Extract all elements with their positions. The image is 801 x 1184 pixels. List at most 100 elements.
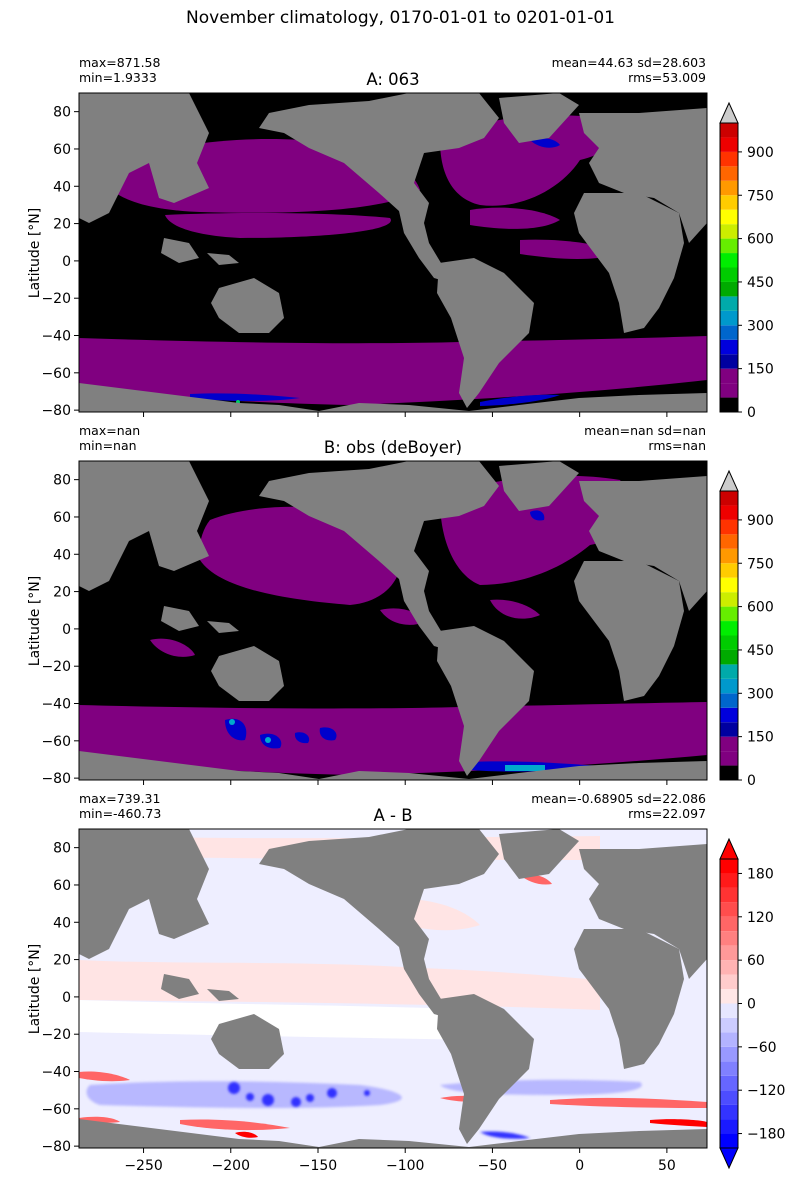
- colorbar-tick-label: 300: [747, 318, 774, 334]
- colorbar-segment: [720, 621, 738, 636]
- colorbar-segment: [720, 491, 738, 506]
- panel-b-stats-left: max=nan min=nan: [79, 423, 140, 453]
- land-mass: [79, 383, 707, 412]
- colorbar-tick-label: 300: [747, 686, 774, 702]
- land-mass: [161, 974, 199, 999]
- colorbar-segment: [720, 383, 738, 398]
- colorbar-tick-label: 900: [747, 145, 774, 161]
- x-tick-label: −250: [124, 1158, 162, 1174]
- y-tick-label: −40: [41, 329, 71, 345]
- colorbar-tick-label: 750: [747, 556, 774, 572]
- colorbar-tick-label: 60: [747, 953, 765, 969]
- y-tick-label: 40: [53, 179, 71, 195]
- colorbar-segment: [720, 1133, 738, 1148]
- panel-a-title: A: 063: [366, 70, 420, 89]
- y-tick-label: 60: [53, 878, 71, 894]
- colorbar-frame: [719, 858, 739, 1149]
- colorbar-segment: [720, 751, 738, 766]
- y-tick-label: 80: [53, 473, 71, 489]
- panel-b-min: min=nan: [79, 438, 137, 453]
- colorbar-segment: [720, 354, 738, 369]
- land-mass: [79, 496, 149, 591]
- colorbar-segment: [720, 195, 738, 210]
- colorbar-segment: [720, 281, 738, 297]
- land-mass: [207, 621, 239, 633]
- y-tick-label: 20: [53, 217, 71, 233]
- colorbar-segment: [720, 873, 738, 888]
- colorbar-extend-max: [719, 469, 739, 492]
- y-tick-label: −80: [41, 1139, 71, 1155]
- colorbar-segment: [720, 548, 738, 564]
- land-mass: [579, 844, 707, 979]
- colorbar-segment: [720, 1003, 738, 1018]
- colorbar-segment: [720, 310, 738, 326]
- colorbar-segment: [720, 296, 738, 311]
- x-tick-label: −200: [212, 1158, 250, 1174]
- panel-c-rms: rms=22.097: [628, 806, 706, 821]
- colorbar-segment: [720, 577, 738, 593]
- colorbar-segment: [720, 267, 738, 282]
- colorbar-segment: [720, 887, 738, 903]
- colorbar-tick-label: 180: [747, 866, 774, 882]
- colorbar-segment: [720, 137, 738, 152]
- land-mass: [437, 994, 534, 1144]
- land-mass: [499, 93, 579, 143]
- colorbar-segment: [720, 664, 738, 679]
- panel-b-max: max=nan: [79, 423, 141, 438]
- colorbar-segment: [720, 859, 738, 874]
- y-tick-label: −40: [41, 697, 71, 713]
- colorbar-segment: [720, 166, 738, 181]
- y-tick-label: −20: [41, 659, 71, 675]
- colorbar-tick-label: 450: [747, 275, 774, 291]
- colorbar-segment: [720, 253, 738, 268]
- y-tick-label: 0: [62, 990, 71, 1006]
- panel-b-land: [79, 461, 707, 780]
- y-tick-label: 60: [53, 510, 71, 526]
- land-mass: [79, 128, 149, 223]
- land-mass: [211, 646, 284, 701]
- colorbar-segment: [720, 1032, 738, 1047]
- y-tick-label: 80: [53, 841, 71, 857]
- colorbar-segment: [720, 224, 738, 239]
- colorbar-segment: [720, 960, 738, 975]
- colorbar-segment: [720, 902, 738, 917]
- x-tick-label: 50: [658, 1158, 676, 1174]
- colorbar-segment: [720, 325, 738, 340]
- colorbar-tick-label: −60: [747, 1040, 777, 1056]
- colorbar-segment: [720, 1104, 738, 1120]
- figure-title: November climatology, 0170-01-01 to 0201…: [186, 8, 615, 28]
- y-tick-label: 0: [62, 254, 71, 270]
- colorbar-segment: [720, 931, 738, 946]
- colorbar-segment: [720, 693, 738, 708]
- colorbar-segment: [720, 1119, 738, 1134]
- colorbar-extend-max: [719, 101, 739, 124]
- colorbar-tick-label: −180: [747, 1127, 785, 1143]
- colorbar-tick-label: 600: [747, 600, 774, 616]
- colorbar-tick-label: 750: [747, 188, 774, 204]
- y-tick-label: −60: [41, 734, 71, 750]
- land-mass: [499, 829, 579, 879]
- panel-c-stats-left: max=739.31 min=-460.73: [79, 791, 161, 821]
- x-tick-label: −100: [386, 1158, 424, 1174]
- colorbar-tick-label: 150: [747, 362, 774, 378]
- colorbar-segment: [720, 1075, 738, 1091]
- colorbar-segment: [720, 974, 738, 990]
- land-mass: [259, 93, 499, 283]
- land-mass: [579, 476, 707, 611]
- colorbar-segment: [720, 339, 738, 355]
- colorbar-segment: [720, 209, 738, 225]
- y-tick-label: −60: [41, 366, 71, 382]
- land-mass: [574, 193, 684, 333]
- colorbar-tick-label: 0: [747, 773, 756, 789]
- panel-b-frame: [78, 460, 708, 781]
- y-tick-label: −80: [41, 771, 71, 787]
- colorbar-tick-label: 0: [747, 997, 756, 1013]
- colorbar-segment: [720, 707, 738, 723]
- dark-blue-spots: [228, 1082, 530, 1139]
- colorbar-segment: [720, 592, 738, 607]
- land-mass: [79, 751, 707, 780]
- colorbar-segment: [720, 722, 738, 737]
- panel-c-title: A - B: [373, 806, 413, 825]
- land-mass: [211, 1014, 284, 1069]
